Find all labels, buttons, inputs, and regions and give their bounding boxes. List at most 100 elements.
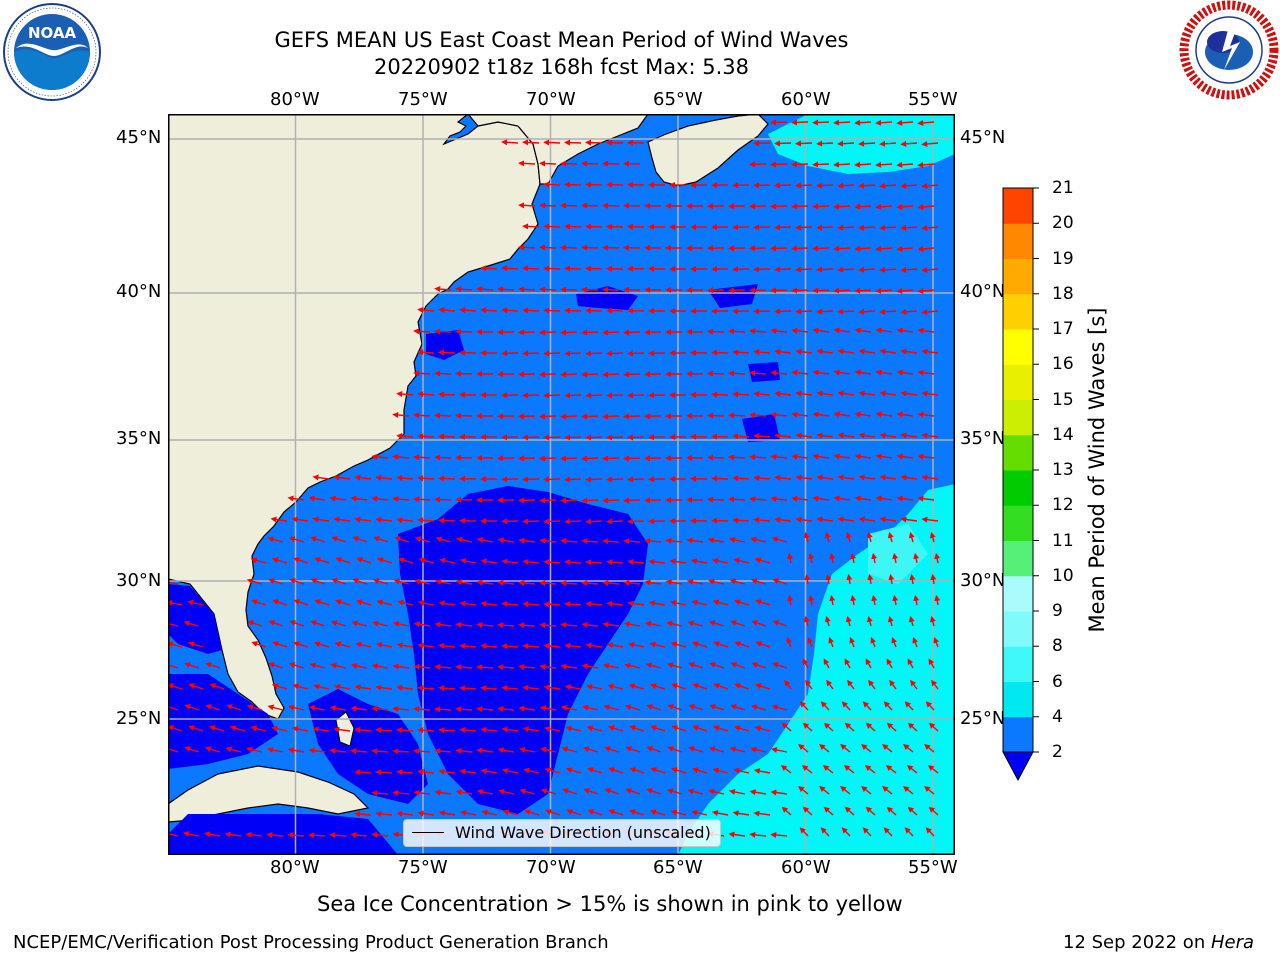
wave-direction-arrow (892, 552, 899, 564)
wave-direction-arrow (900, 266, 918, 273)
wave-direction-arrow (870, 637, 877, 648)
wave-direction-arrow (650, 725, 666, 732)
wave-direction-arrow (707, 328, 725, 335)
wave-direction-arrow (560, 244, 578, 251)
wave-direction-arrow (912, 637, 919, 648)
wave-direction-arrow (927, 764, 939, 774)
wave-direction-arrow (826, 679, 834, 690)
wave-direction-arrow (560, 497, 578, 504)
wave-direction-arrow (560, 160, 578, 167)
wave-direction-arrow (413, 748, 431, 755)
wave-direction-arrow (845, 531, 852, 543)
wave-direction-arrow (816, 432, 834, 439)
wave-direction-arrow (816, 224, 834, 231)
wave-direction-arrow (795, 224, 813, 231)
wave-direction-arrow (816, 516, 834, 523)
wave-direction-arrow (921, 224, 939, 231)
wave-direction-arrow (331, 536, 347, 543)
wave-direction-arrow (523, 809, 540, 816)
wave-direction-arrow (770, 245, 788, 252)
wave-direction-arrow (476, 664, 494, 671)
wave-direction-arrow (310, 536, 326, 543)
wave-direction-arrow (209, 725, 225, 732)
wave-direction-arrow (543, 518, 561, 525)
wave-direction-arrow (623, 455, 641, 462)
wave-direction-arrow (392, 453, 410, 460)
wave-direction-arrow (879, 432, 897, 439)
wave-direction-arrow (310, 620, 326, 627)
wave-direction-arrow (501, 558, 519, 565)
wave-direction-arrow (791, 287, 809, 294)
wave-direction-arrow (749, 412, 767, 419)
wave-direction-arrow (329, 495, 347, 502)
wave-direction-arrow (501, 601, 519, 608)
wave-direction-arrow (866, 531, 873, 543)
wave-direction-arrow (907, 806, 918, 816)
wave-direction-arrow (812, 327, 830, 334)
wave-direction-arrow (854, 495, 872, 502)
wave-direction-arrow (350, 495, 368, 502)
wave-direction-arrow (329, 832, 347, 839)
wave-direction-arrow (868, 679, 876, 690)
wave-direction-arrow (476, 537, 494, 543)
wave-direction-arrow (396, 517, 414, 524)
wave-direction-arrow (502, 809, 519, 816)
wave-direction-arrow (585, 518, 603, 525)
wave-direction-arrow (886, 806, 897, 816)
wave-direction-arrow (774, 224, 792, 231)
wave-direction-arrow (522, 601, 540, 608)
wave-direction-arrow (291, 726, 309, 732)
wave-direction-arrow (438, 307, 456, 314)
wave-direction-arrow (670, 809, 687, 816)
lon-label-bottom-65w: 65°W (653, 857, 703, 878)
wave-direction-arrow (585, 476, 603, 483)
wave-direction-arrow (781, 722, 792, 732)
wave-direction-arrow (539, 371, 557, 378)
wave-direction-arrow (434, 663, 452, 670)
lon-label-bottom-55w: 55°W (908, 857, 958, 878)
wave-direction-arrow (858, 474, 876, 481)
wave-direction-arrow (900, 182, 918, 189)
noaa-logo: NOAA (3, 3, 101, 101)
colorbar-band-6 (1003, 646, 1033, 682)
wave-direction-arrow (375, 642, 393, 648)
wave-direction-arrow (844, 806, 855, 816)
colorbar-tick-label-13: 13 (1052, 460, 1074, 480)
wave-direction-arrow (414, 536, 431, 543)
wave-direction-arrow (585, 559, 603, 566)
wave-direction-arrow (649, 809, 666, 816)
wave-direction-arrow (184, 704, 200, 711)
wave-direction-arrow (646, 704, 662, 711)
wave-direction-arrow (480, 726, 498, 733)
gulf-deep-2 (168, 584, 222, 654)
wave-direction-arrow (749, 831, 767, 838)
wave-direction-arrow (396, 433, 414, 440)
wave-direction-arrow (854, 327, 872, 334)
wave-direction-arrow (854, 453, 872, 460)
wave-direction-arrow (921, 140, 939, 147)
footer-date-text: 12 Sep 2022 on (1063, 932, 1206, 953)
wave-direction-arrow (371, 831, 389, 838)
wave-direction-arrow (798, 785, 809, 795)
wave-direction-arrow (728, 496, 746, 503)
wave-direction-arrow (896, 453, 914, 460)
andros (335, 711, 355, 747)
wind-wave-arrows (168, 119, 941, 839)
wave-direction-arrow (585, 600, 603, 607)
wave-direction-arrow (439, 557, 456, 564)
wave-direction-arrow (882, 785, 893, 795)
wave-direction-arrow (287, 495, 305, 502)
wave-direction-arrow (904, 701, 914, 711)
wave-direction-arrow (560, 455, 578, 462)
colorbar-band-11 (1003, 505, 1033, 541)
wave-direction-arrow (900, 224, 918, 231)
lon-label-top-70w: 70°W (526, 89, 576, 110)
wave-direction-arrow (798, 743, 809, 753)
wave-direction-arrow (413, 454, 431, 461)
wave-direction-arrow (293, 557, 309, 564)
wave-direction-arrow (564, 642, 582, 649)
colorbar (1002, 187, 1039, 782)
wave-direction-arrow (627, 600, 645, 607)
wave-direction-arrow (418, 557, 435, 564)
wave-direction-arrow (900, 390, 918, 397)
